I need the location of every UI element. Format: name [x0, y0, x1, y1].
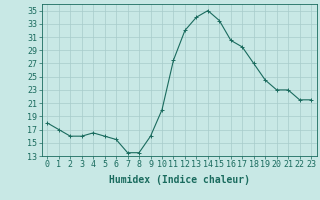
X-axis label: Humidex (Indice chaleur): Humidex (Indice chaleur)	[109, 175, 250, 185]
